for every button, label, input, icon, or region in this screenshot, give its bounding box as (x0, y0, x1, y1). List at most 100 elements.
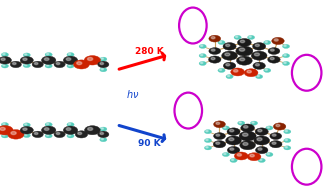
Circle shape (23, 53, 31, 57)
Circle shape (285, 147, 287, 148)
Circle shape (270, 57, 274, 60)
Circle shape (236, 56, 252, 65)
Circle shape (257, 138, 262, 141)
Circle shape (204, 146, 212, 150)
Circle shape (63, 126, 78, 134)
Circle shape (240, 141, 256, 150)
Circle shape (226, 64, 230, 66)
Circle shape (68, 135, 71, 136)
Circle shape (285, 130, 287, 132)
Circle shape (10, 61, 21, 68)
Circle shape (23, 64, 31, 68)
Circle shape (259, 159, 262, 160)
Text: 280 K: 280 K (135, 46, 164, 56)
Circle shape (100, 132, 104, 135)
Circle shape (211, 37, 215, 39)
Circle shape (199, 44, 206, 48)
Circle shape (84, 56, 101, 65)
Circle shape (270, 141, 282, 148)
Circle shape (1, 58, 5, 60)
Circle shape (1, 134, 9, 138)
Circle shape (100, 138, 107, 142)
Circle shape (247, 35, 255, 40)
Circle shape (66, 128, 71, 130)
Circle shape (98, 61, 109, 68)
Circle shape (225, 53, 230, 56)
Circle shape (244, 69, 258, 77)
Circle shape (255, 53, 259, 56)
Circle shape (216, 122, 220, 124)
Circle shape (256, 64, 259, 66)
Circle shape (256, 74, 263, 79)
Circle shape (264, 68, 271, 73)
Circle shape (239, 131, 256, 141)
Circle shape (226, 136, 241, 145)
Circle shape (282, 54, 290, 58)
Circle shape (206, 147, 208, 148)
Circle shape (68, 65, 71, 66)
Circle shape (236, 46, 253, 56)
Circle shape (25, 54, 27, 55)
Circle shape (227, 128, 240, 136)
Circle shape (224, 127, 226, 128)
Circle shape (23, 123, 31, 127)
Circle shape (23, 133, 31, 138)
Circle shape (0, 125, 13, 135)
Circle shape (255, 128, 268, 136)
Circle shape (206, 130, 208, 132)
Circle shape (284, 138, 291, 143)
Circle shape (47, 135, 49, 136)
Circle shape (227, 146, 240, 154)
Circle shape (236, 36, 238, 37)
Circle shape (66, 58, 71, 60)
Circle shape (223, 43, 236, 50)
Circle shape (270, 49, 274, 51)
Circle shape (63, 56, 78, 64)
Circle shape (243, 126, 248, 128)
Circle shape (258, 158, 265, 163)
Circle shape (34, 132, 38, 135)
Circle shape (100, 68, 107, 72)
Circle shape (252, 122, 254, 123)
Circle shape (213, 141, 226, 148)
Circle shape (67, 53, 74, 57)
Circle shape (0, 57, 11, 64)
Circle shape (44, 58, 49, 60)
Circle shape (251, 121, 258, 125)
Circle shape (1, 122, 9, 127)
Circle shape (98, 131, 109, 138)
Circle shape (237, 154, 241, 156)
Circle shape (47, 65, 49, 66)
Circle shape (229, 138, 234, 141)
Circle shape (204, 138, 212, 143)
Circle shape (3, 53, 5, 55)
Circle shape (282, 61, 290, 66)
Circle shape (270, 133, 282, 139)
Circle shape (285, 139, 287, 141)
Circle shape (238, 121, 245, 125)
Circle shape (1, 64, 9, 68)
Circle shape (267, 127, 270, 128)
Circle shape (266, 126, 273, 130)
Circle shape (209, 48, 221, 54)
Circle shape (45, 134, 52, 138)
Circle shape (222, 51, 237, 60)
Circle shape (234, 152, 248, 160)
Circle shape (101, 128, 103, 129)
Circle shape (276, 124, 280, 127)
Circle shape (223, 62, 236, 69)
Circle shape (216, 142, 220, 144)
Circle shape (258, 148, 262, 150)
Circle shape (214, 133, 225, 139)
Circle shape (284, 45, 286, 46)
Text: 90 K: 90 K (138, 139, 160, 148)
Circle shape (253, 43, 266, 50)
Circle shape (230, 148, 234, 150)
Circle shape (237, 39, 251, 46)
Circle shape (218, 40, 225, 45)
Circle shape (85, 126, 100, 135)
Circle shape (265, 69, 267, 70)
Circle shape (254, 136, 270, 145)
Circle shape (77, 62, 82, 65)
Circle shape (230, 129, 234, 132)
